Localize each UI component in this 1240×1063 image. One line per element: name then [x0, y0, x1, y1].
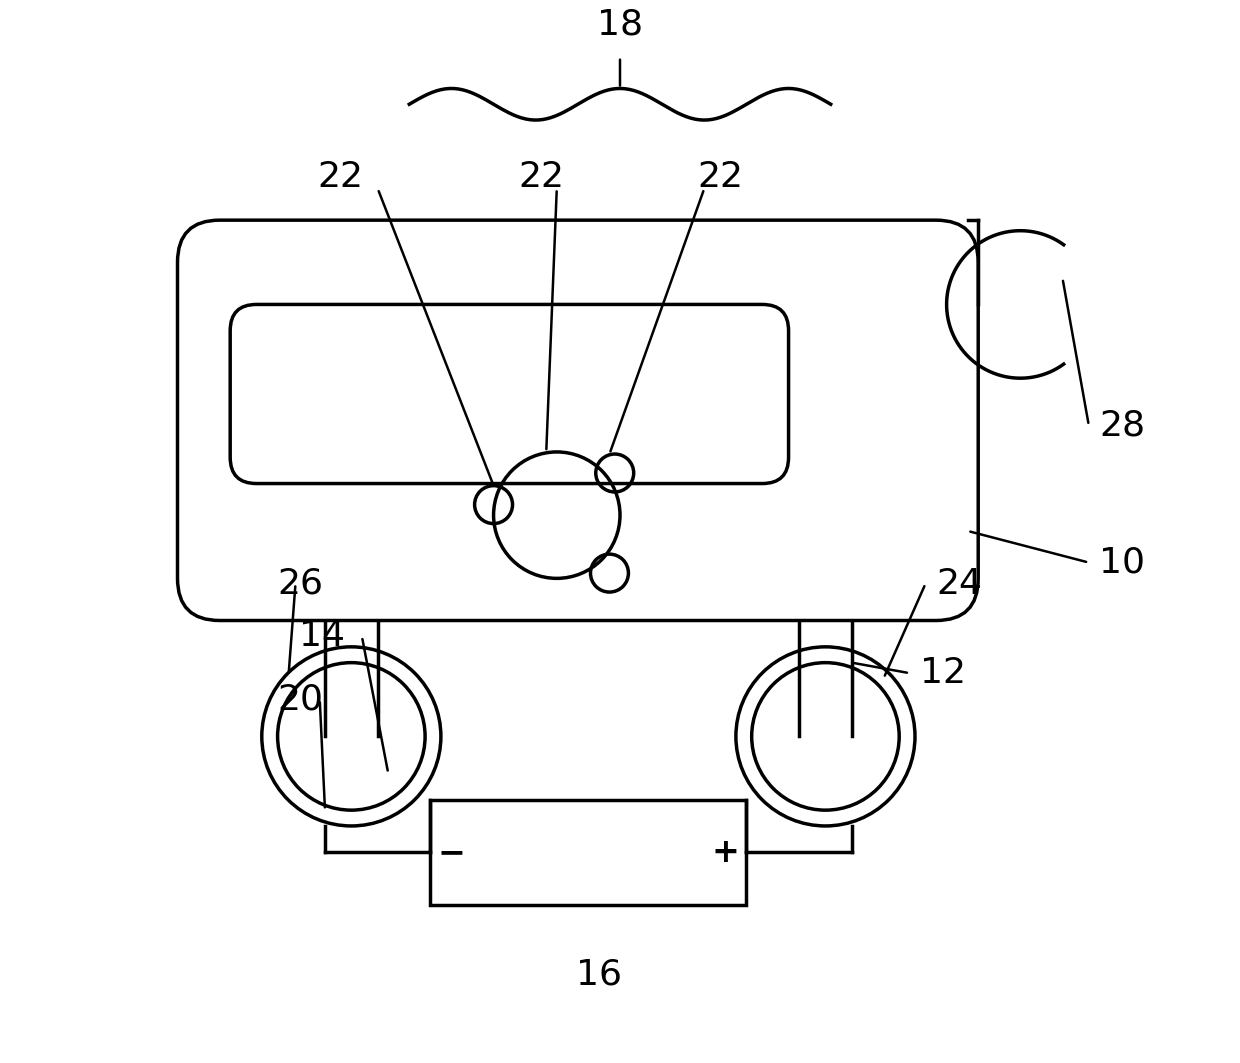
Text: 16: 16: [575, 958, 622, 992]
Bar: [430, 799, 746, 905]
Text: 10: 10: [1100, 545, 1146, 579]
Text: 12: 12: [920, 656, 966, 690]
Text: 22: 22: [317, 159, 363, 193]
Text: 20: 20: [278, 682, 324, 716]
Text: 18: 18: [596, 7, 644, 41]
Text: 14: 14: [299, 620, 345, 654]
Text: 22: 22: [697, 159, 743, 193]
Text: 22: 22: [518, 159, 564, 193]
Text: +: +: [712, 836, 739, 868]
Text: 28: 28: [1100, 408, 1146, 442]
Text: 26: 26: [278, 567, 324, 601]
Text: −: −: [438, 836, 465, 868]
Text: 24: 24: [936, 567, 982, 601]
